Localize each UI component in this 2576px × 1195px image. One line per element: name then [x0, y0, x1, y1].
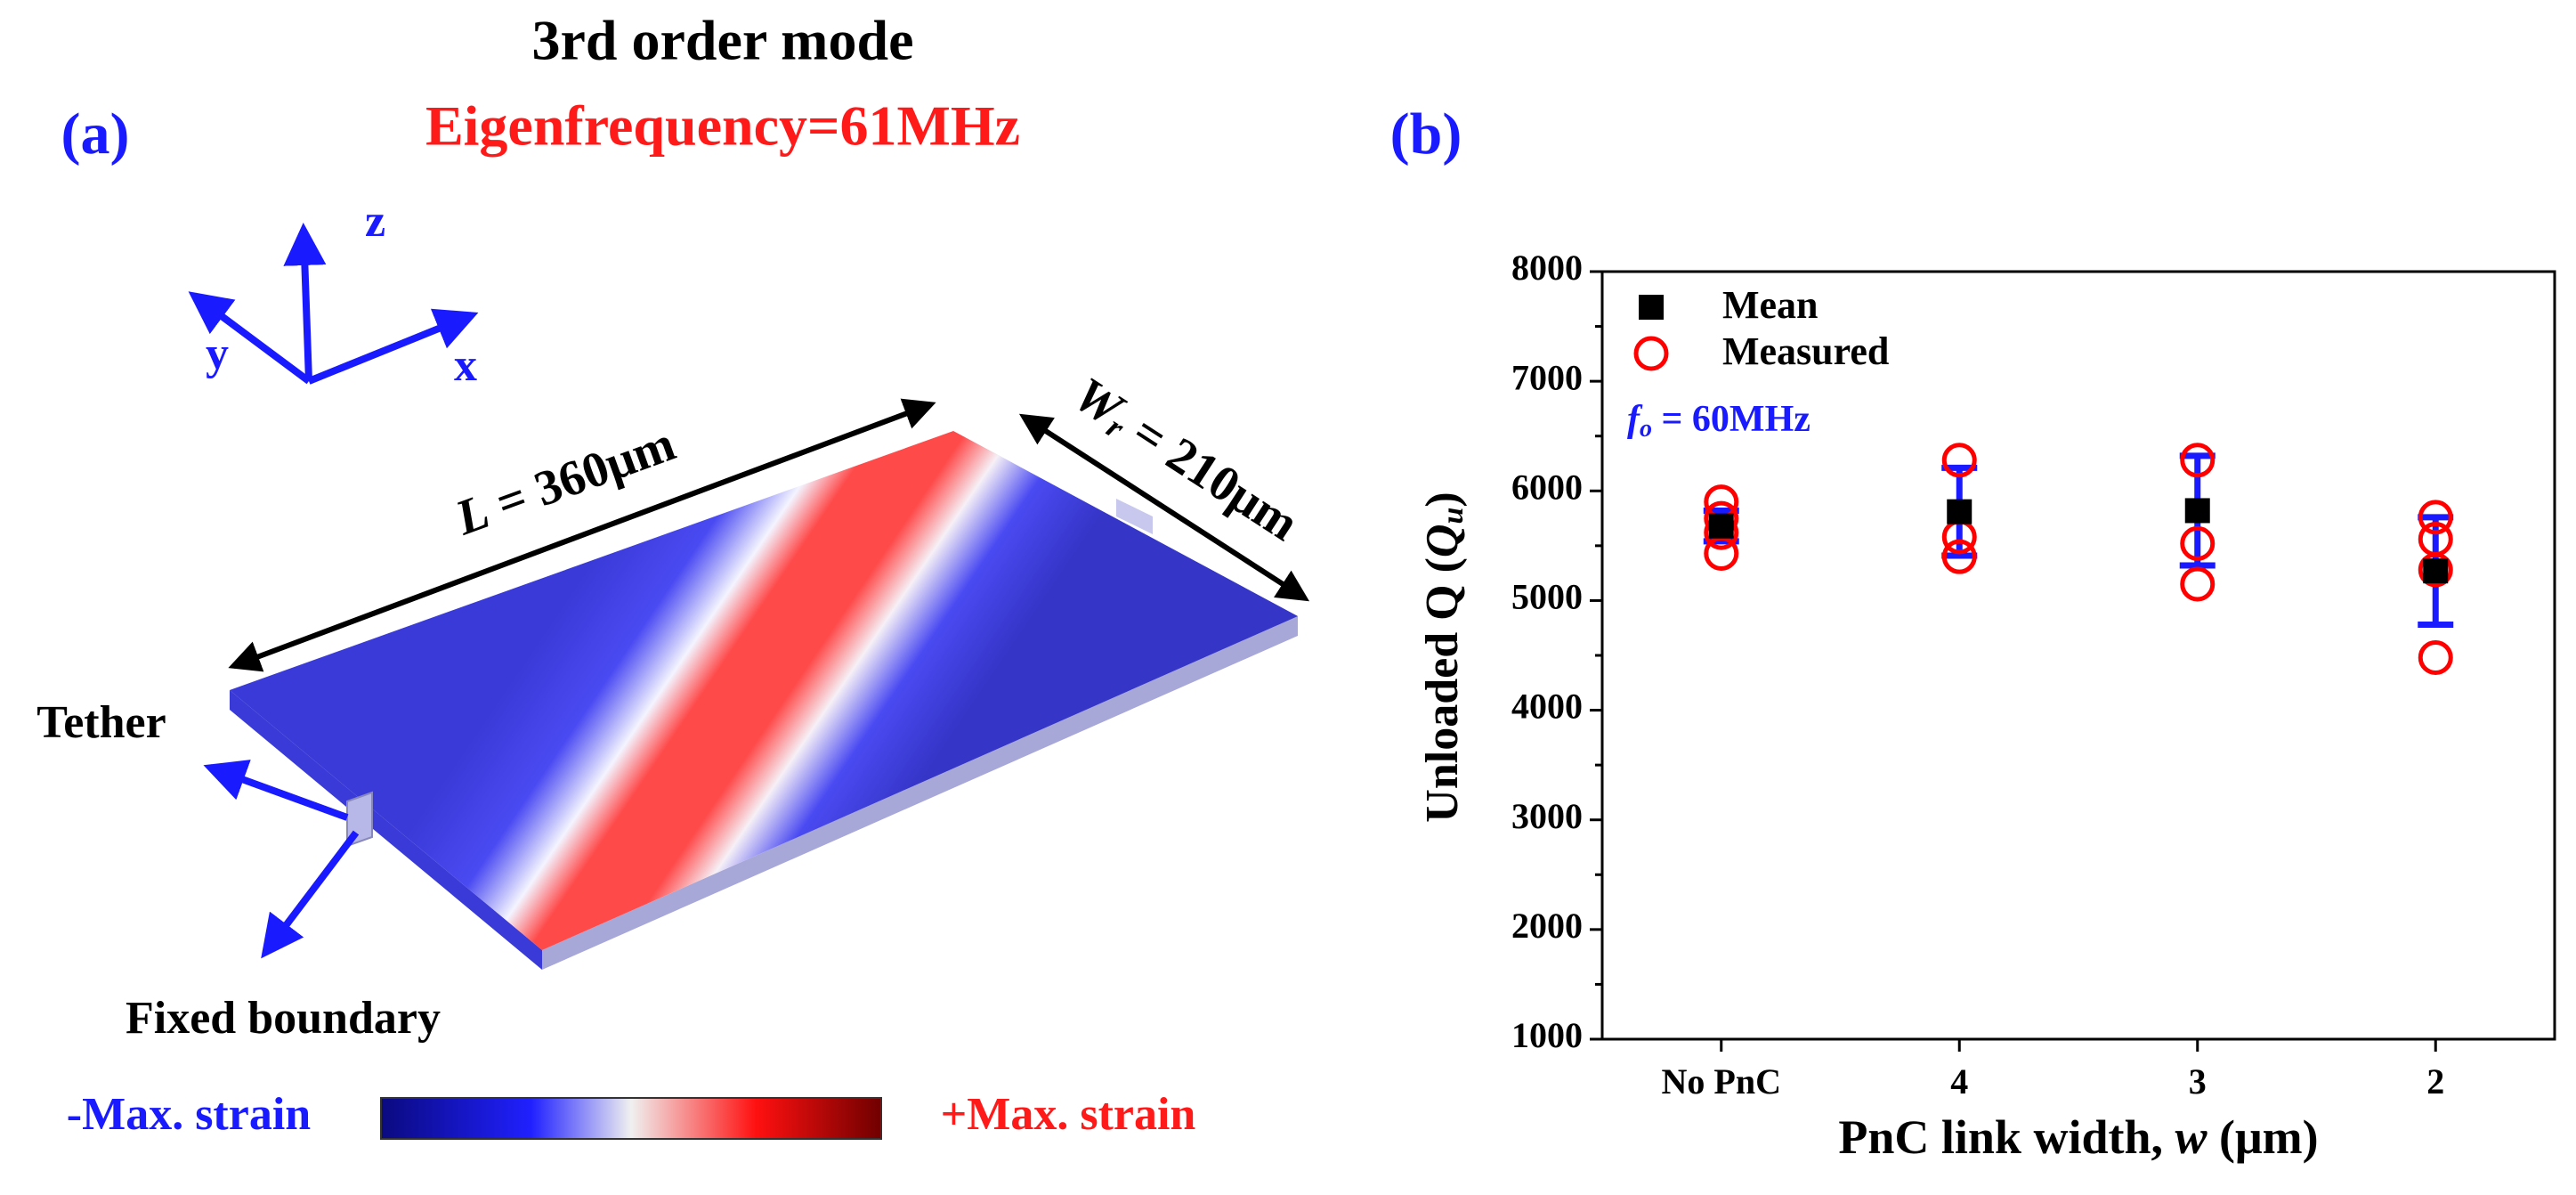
coordinate-axes: [188, 223, 479, 385]
legend-label: Mean: [1722, 283, 1819, 327]
plot-frame: [1600, 270, 2556, 1041]
annotation: fo = 60MHz: [1627, 399, 1810, 443]
panel-label: (a): [61, 102, 130, 167]
measured-point: [2418, 500, 2453, 535]
colorbar-max-label: +Max. strain: [941, 1089, 1196, 1140]
length-label: L = 360μm: [448, 416, 682, 546]
measured-point: [2180, 566, 2216, 602]
axis-x-label: x: [454, 340, 477, 391]
measured-point: [1941, 443, 1977, 478]
y-axis-label: Unloaded Q (Qu): [1417, 492, 1470, 822]
measured-point: [2180, 443, 2216, 478]
colorbar-min-label: -Max. strain: [67, 1089, 311, 1140]
x-axis-label: PnC link width, w (μm): [1838, 1110, 2318, 1164]
resonator-plate: [230, 431, 1298, 970]
width-arrow: [1018, 413, 1310, 602]
y-tick-label: 4000: [1511, 687, 1583, 727]
axis-y-label: y: [206, 329, 229, 379]
fixed-boundary-label: Fixed boundary: [126, 993, 441, 1044]
axis-z-label: z: [365, 196, 385, 247]
x-tick-label: No PnC: [1662, 1061, 1781, 1102]
panel-label: (b): [1390, 102, 1462, 167]
length-arrow: [228, 398, 936, 672]
tether-arrows: [203, 760, 360, 959]
mean-point: [1708, 513, 1734, 539]
y-tick-label: 7000: [1511, 357, 1583, 397]
y-tick-label: 8000: [1511, 248, 1583, 288]
x-tick-label: 3: [2189, 1061, 2207, 1102]
colorbar: [380, 1097, 882, 1140]
legend-label: Measured: [1722, 329, 1889, 373]
x-tick-label: 2: [2426, 1061, 2444, 1102]
y-tick-label: 2000: [1511, 906, 1583, 946]
legend-swatch: [1633, 336, 1669, 371]
y-tick-label: 5000: [1511, 577, 1583, 617]
y-tick-label: 1000: [1511, 1015, 1583, 1055]
measured-point: [1941, 539, 1977, 574]
measured-point: [2180, 525, 2216, 561]
panel-subtitle: Eigenfrequency=61MHz: [425, 94, 1020, 158]
panel-title: 3rd order mode: [532, 9, 914, 72]
y-tick-label: 3000: [1511, 796, 1583, 836]
mean-point: [1947, 499, 1973, 524]
mean-point: [2423, 558, 2449, 584]
x-tick-label: 4: [1950, 1061, 1968, 1102]
measured-point: [2418, 552, 2453, 588]
measured-point: [2418, 639, 2453, 675]
mean-point: [2184, 498, 2210, 524]
y-tick-label: 6000: [1511, 467, 1583, 507]
tether-label: Tether: [36, 697, 166, 748]
legend-swatch: [1639, 295, 1664, 320]
